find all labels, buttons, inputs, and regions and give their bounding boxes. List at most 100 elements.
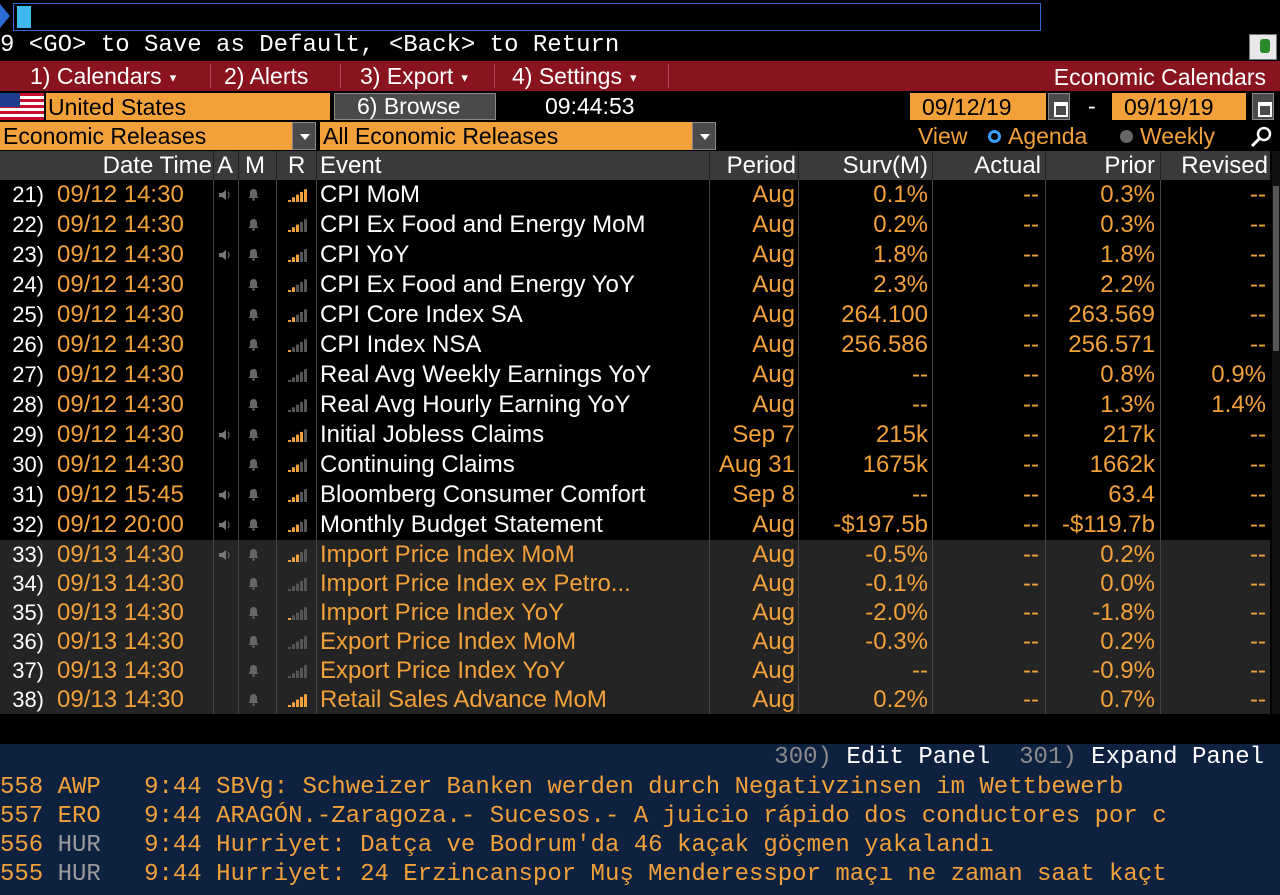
alert-cell[interactable] — [240, 656, 270, 686]
row-index[interactable]: 21) — [12, 182, 44, 207]
agenda-radio[interactable] — [988, 130, 1001, 143]
bell-icon[interactable] — [248, 188, 259, 201]
row-index[interactable]: 37) — [12, 658, 44, 683]
alert-cell[interactable] — [240, 240, 270, 270]
table-row[interactable]: 27) 09/12 14:30 Real Avg Weekly Earnings Y… — [0, 360, 1270, 390]
alert-cell[interactable] — [240, 510, 270, 540]
audio-cell[interactable] — [215, 330, 237, 360]
audio-cell[interactable] — [215, 569, 237, 599]
row-event[interactable]: CPI Ex Food and Energy YoY — [320, 271, 635, 298]
alert-cell[interactable] — [240, 360, 270, 390]
audio-cell[interactable] — [215, 390, 237, 420]
row-index[interactable]: 38) — [12, 687, 44, 712]
alert-cell[interactable] — [240, 540, 270, 570]
bell-icon[interactable] — [248, 218, 259, 231]
table-row[interactable]: 38) 09/13 14:30 Retail Sales Advance MoM Au… — [0, 685, 1270, 714]
speaker-icon[interactable] — [219, 190, 231, 200]
audio-cell[interactable] — [215, 450, 237, 480]
row-index[interactable]: 25) — [12, 302, 44, 327]
table-row[interactable]: 28) 09/12 14:30 Real Avg Hourly Earning Yo… — [0, 390, 1270, 420]
table-row[interactable]: 31) 09/12 15:45 Bloomberg Consumer Comfort… — [0, 480, 1270, 510]
bell-icon[interactable] — [248, 338, 259, 351]
table-row[interactable]: 36) 09/13 14:30 Export Price Index MoM Aug -… — [0, 627, 1270, 657]
row-event[interactable]: CPI Core Index SA — [320, 301, 523, 328]
chevron-down-icon[interactable] — [692, 122, 716, 150]
audio-cell[interactable] — [215, 360, 237, 390]
weekly-radio[interactable] — [1120, 130, 1133, 143]
bell-icon[interactable] — [248, 693, 259, 706]
scrollbar-thumb[interactable] — [1273, 186, 1279, 351]
start-date-field[interactable]: 09/12/19 — [910, 93, 1046, 120]
row-event[interactable]: Import Price Index MoM — [320, 541, 575, 568]
releases-dropdown[interactable]: All Economic Releases — [320, 122, 716, 150]
search-icon[interactable] — [1250, 125, 1274, 149]
row-index[interactable]: 36) — [12, 629, 44, 654]
table-scrollbar[interactable] — [1272, 151, 1280, 714]
table-row[interactable]: 22) 09/12 14:30 CPI Ex Food and Energy MoM… — [0, 210, 1270, 240]
bell-icon[interactable] — [248, 368, 259, 381]
row-event[interactable]: Export Price Index YoY — [320, 657, 566, 684]
audio-cell[interactable] — [215, 270, 237, 300]
row-index[interactable]: 34) — [12, 571, 44, 596]
news-headline[interactable]: ARAGÓN.-Zaragoza.- Sucesos.- A juicio rá… — [216, 803, 1167, 830]
browse-button[interactable]: 6) Browse — [334, 93, 496, 120]
edit-panel-button[interactable]: Edit Panel — [846, 744, 991, 771]
bell-icon[interactable] — [248, 428, 259, 441]
command-input[interactable] — [13, 3, 1041, 31]
table-row[interactable]: 37) 09/13 14:30 Export Price Index YoY Aug -… — [0, 656, 1270, 686]
speaker-icon[interactable] — [219, 550, 231, 560]
row-event[interactable]: Import Price Index YoY — [320, 599, 565, 626]
alert-cell[interactable] — [240, 210, 270, 240]
bell-icon[interactable] — [248, 577, 259, 590]
table-row[interactable]: 32) 09/12 20:00 Monthly Budget Statement Au… — [0, 510, 1270, 540]
news-item[interactable]: 558 AWP 9:44 SBVg: Schweizer Banken werd… — [0, 773, 1280, 802]
news-headline[interactable]: Hurriyet: Datça ve Bodrum'da 46 kaçak gö… — [216, 832, 994, 859]
row-event[interactable]: CPI Ex Food and Energy MoM — [320, 211, 646, 238]
row-index[interactable]: 31) — [12, 482, 44, 507]
menu-alerts[interactable]: 2) Alerts — [224, 61, 308, 91]
table-row[interactable]: 35) 09/13 14:30 Import Price Index YoY Aug -… — [0, 598, 1270, 628]
row-event[interactable]: Bloomberg Consumer Comfort — [320, 481, 646, 508]
calendar-icon[interactable] — [1048, 93, 1070, 120]
table-row[interactable]: 34) 09/13 14:30 Import Price Index ex Petr… — [0, 569, 1270, 599]
table-row[interactable]: 30) 09/12 14:30 Continuing Claims Aug 31 167… — [0, 450, 1270, 480]
bell-icon[interactable] — [248, 278, 259, 291]
header-alert[interactable]: M — [245, 152, 265, 179]
row-event[interactable]: CPI Index NSA — [320, 331, 482, 358]
row-event[interactable]: Export Price Index MoM — [320, 628, 577, 655]
row-event[interactable]: Real Avg Hourly Earning YoY — [320, 391, 631, 418]
row-event[interactable]: Retail Sales Advance MoM — [320, 686, 607, 713]
calendar-icon[interactable] — [1252, 93, 1274, 120]
row-event[interactable]: Real Avg Weekly Earnings YoY — [320, 361, 652, 388]
end-date-field[interactable]: 09/19/19 — [1112, 93, 1246, 120]
alert-cell[interactable] — [240, 480, 270, 510]
row-event[interactable]: CPI YoY — [320, 241, 410, 268]
bell-icon[interactable] — [248, 488, 259, 501]
table-row[interactable]: 26) 09/12 14:30 CPI Index NSA Aug 256.586 -- 2… — [0, 330, 1270, 360]
category-dropdown[interactable]: Economic Releases — [0, 122, 316, 150]
audio-cell[interactable] — [215, 540, 237, 570]
audio-cell[interactable] — [215, 627, 237, 657]
window-app-icon[interactable] — [1249, 34, 1277, 60]
menu-calendars[interactable]: 1) Calendars ▾ — [30, 61, 176, 91]
row-event[interactable]: Import Price Index ex Petro... — [320, 570, 631, 597]
header-prior[interactable]: Prior — [1104, 152, 1155, 179]
table-row[interactable]: 23) 09/12 14:30 CPI YoY Aug 1.8% -- 1.8% -- — [0, 240, 1270, 270]
alert-cell[interactable] — [240, 180, 270, 210]
speaker-icon[interactable] — [219, 430, 231, 440]
bell-icon[interactable] — [248, 518, 259, 531]
row-index[interactable]: 30) — [12, 452, 44, 477]
alert-cell[interactable] — [240, 330, 270, 360]
audio-cell[interactable] — [215, 240, 237, 270]
chevron-down-icon[interactable] — [292, 122, 316, 150]
header-period[interactable]: Period — [726, 152, 796, 179]
bell-icon[interactable] — [248, 458, 259, 471]
header-relevance[interactable]: R — [288, 152, 306, 179]
row-index[interactable]: 33) — [12, 542, 44, 567]
table-row[interactable]: 33) 09/13 14:30 Import Price Index MoM Aug -… — [0, 540, 1270, 570]
news-item[interactable]: 557 ERO 9:44 ARAGÓN.-Zaragoza.- Sucesos.… — [0, 802, 1280, 831]
bell-icon[interactable] — [248, 248, 259, 261]
news-headline[interactable]: SBVg: Schweizer Banken werden durch Nega… — [216, 774, 1124, 801]
audio-cell[interactable] — [215, 300, 237, 330]
header-audio[interactable]: A — [217, 152, 234, 179]
